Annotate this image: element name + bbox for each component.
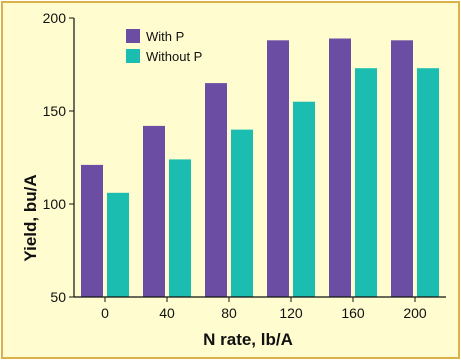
y-tick-label: 200 — [43, 10, 67, 26]
y-tick-label: 100 — [43, 196, 67, 212]
bar-with-p-80 — [205, 83, 227, 297]
legend-label-without-p: Without P — [146, 49, 202, 64]
legend-label-with-p: With P — [146, 29, 184, 44]
x-tick-label: 40 — [159, 305, 175, 321]
x-tick-label: 0 — [101, 305, 109, 321]
bar-without-p-0 — [107, 192, 129, 297]
bar-with-p-200 — [391, 40, 413, 298]
legend-swatch-without-p — [126, 49, 140, 63]
bar-with-p-40 — [143, 125, 165, 298]
x-tick-label: 200 — [403, 305, 427, 321]
bar-without-p-200 — [417, 68, 439, 297]
bar-without-p-120 — [293, 101, 315, 297]
bar-without-p-40 — [169, 159, 191, 297]
ticks-group: 0 40 80 120 160 200 50 100 150 200 — [43, 10, 427, 321]
legend: With P Without P — [126, 29, 202, 64]
y-axis-title: Yield, bu/A — [21, 174, 40, 261]
bar-with-p-0 — [81, 164, 103, 297]
bars-group — [81, 38, 439, 298]
y-tick-label: 50 — [50, 289, 66, 305]
bar-without-p-160 — [355, 68, 377, 297]
x-tick-label: 120 — [279, 305, 303, 321]
bar-with-p-120 — [267, 40, 289, 298]
bar-without-p-80 — [231, 129, 253, 297]
x-tick-label: 160 — [341, 305, 365, 321]
y-tick-label: 150 — [43, 103, 67, 119]
legend-swatch-with-p — [126, 29, 140, 43]
x-tick-label: 80 — [221, 305, 237, 321]
bar-with-p-160 — [329, 38, 351, 297]
x-axis-title: N rate, lb/A — [203, 330, 293, 349]
